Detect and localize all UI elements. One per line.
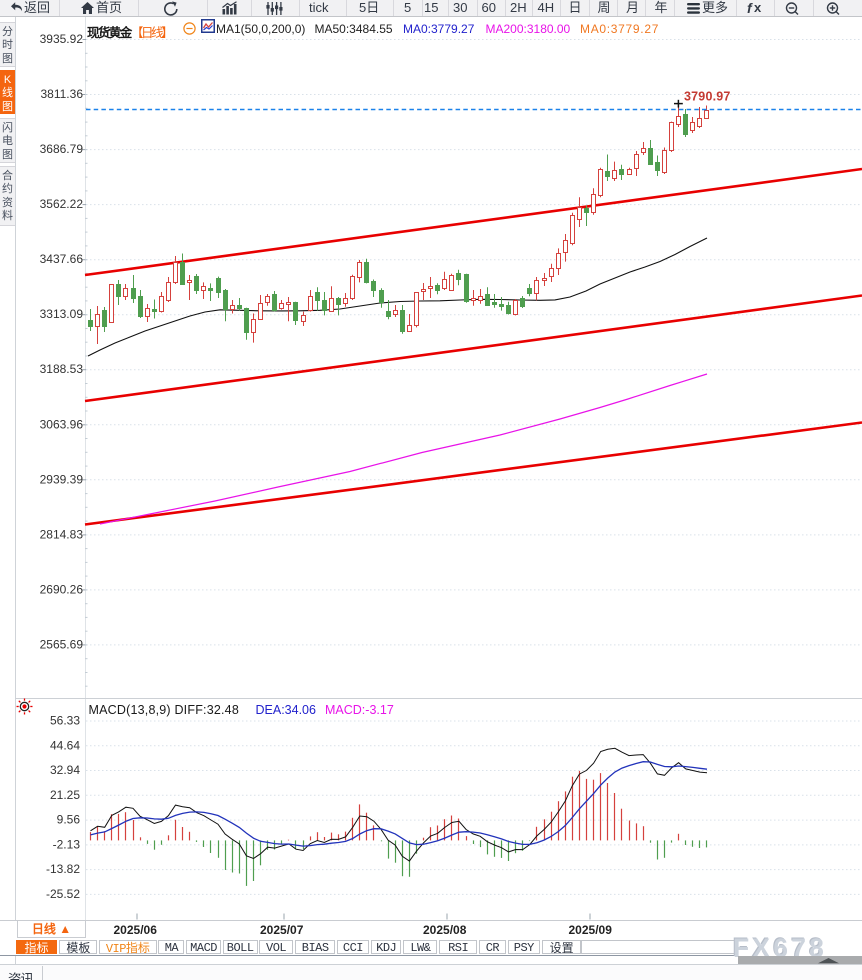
svg-text:3935.92: 3935.92 xyxy=(40,32,84,46)
svg-text:3811.36: 3811.36 xyxy=(41,87,84,101)
svg-text:-25.52: -25.52 xyxy=(46,887,80,901)
svg-text:32.94: 32.94 xyxy=(50,763,80,777)
svg-text:-13.82: -13.82 xyxy=(46,862,80,876)
svg-text:-2.13: -2.13 xyxy=(53,837,81,851)
svg-text:3063.96: 3063.96 xyxy=(40,417,84,431)
svg-text:9.56: 9.56 xyxy=(57,813,81,827)
svg-text:2814.83: 2814.83 xyxy=(40,527,84,541)
svg-text:3686.79: 3686.79 xyxy=(40,142,84,156)
svg-text:2565.69: 2565.69 xyxy=(40,637,84,651)
svg-text:44.64: 44.64 xyxy=(50,738,80,752)
svg-text:3188.53: 3188.53 xyxy=(40,362,84,376)
svg-text:2690.26: 2690.26 xyxy=(40,582,84,596)
svg-text:3313.09: 3313.09 xyxy=(40,307,84,321)
svg-text:21.25: 21.25 xyxy=(50,788,80,802)
svg-text:3437.66: 3437.66 xyxy=(40,252,84,266)
svg-text:3790.97: 3790.97 xyxy=(684,90,731,104)
svg-text:3562.22: 3562.22 xyxy=(40,197,84,211)
svg-text:2939.39: 2939.39 xyxy=(40,472,84,486)
svg-text:56.33: 56.33 xyxy=(50,714,80,728)
